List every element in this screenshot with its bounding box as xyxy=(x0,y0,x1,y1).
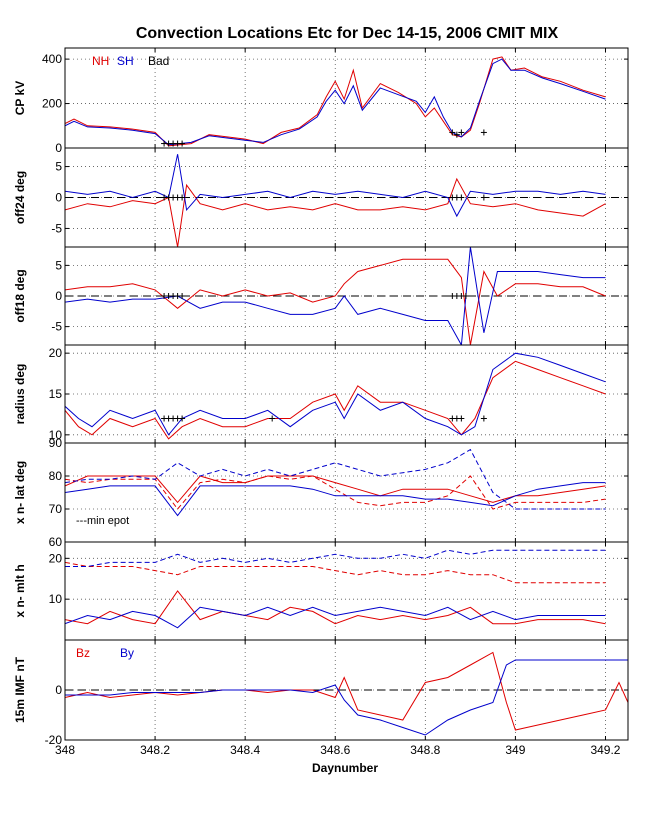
y-axis-label: x n- mlt h xyxy=(13,564,27,617)
y-tick-label: 0 xyxy=(55,141,62,155)
bad-marker xyxy=(480,415,487,422)
series-sh-min-line xyxy=(65,549,606,567)
bad-marker xyxy=(458,129,465,136)
series-by-line xyxy=(65,659,628,736)
y-tick-label: 20 xyxy=(49,346,63,360)
y-axis-label: off18 deg xyxy=(13,269,27,322)
axes-frame xyxy=(64,442,629,543)
y-axis-label: CP kV xyxy=(13,81,27,115)
y-tick-label: 15 xyxy=(49,387,63,401)
bad-marker xyxy=(480,194,487,201)
series-nh-line xyxy=(65,56,606,147)
y-tick-label: 70 xyxy=(49,502,63,516)
bad-marker xyxy=(458,194,465,201)
y-axis-label: 15m IMF nT xyxy=(13,656,27,723)
series-sh-max-line xyxy=(65,482,606,517)
figure-title: Convection Locations Etc for Dec 14-15, … xyxy=(136,25,559,42)
x-tick-label: 348.6 xyxy=(320,743,350,757)
y-tick-label: 60 xyxy=(49,535,63,549)
y-tick-label: 0 xyxy=(55,683,62,697)
series-nh-max-line xyxy=(65,590,606,625)
y-tick-label: 5 xyxy=(55,258,62,272)
series-sh-line xyxy=(65,154,606,218)
x-tick-label: 348 xyxy=(55,743,75,757)
series-nh-line xyxy=(65,177,606,247)
panel-imf: 348 348.2 348.4 348.6 348.8 349 349.2 -20 0 15m I… xyxy=(13,639,629,757)
series-sh-line xyxy=(65,247,606,345)
y-tick-label: 400 xyxy=(42,52,62,66)
x-tick-label: 348.8 xyxy=(410,743,440,757)
legend-bz: Bz xyxy=(76,646,90,660)
x-axis-label: Daynumber xyxy=(312,761,378,775)
y-tick-label: 0 xyxy=(55,289,62,303)
bad-marker xyxy=(179,194,186,201)
panel-radius: 10 15 20 radius deg xyxy=(13,344,629,444)
x-tick-label: 348.2 xyxy=(140,743,170,757)
series-nh-min-line xyxy=(65,561,606,584)
x-tick-label: 348.4 xyxy=(230,743,260,757)
y-tick-label: -5 xyxy=(51,320,62,334)
series-sh-max-line xyxy=(65,606,606,629)
axes-frame xyxy=(64,541,629,641)
series-sh-line xyxy=(65,58,606,146)
series-nh-line xyxy=(65,258,606,345)
bad-marker xyxy=(480,129,487,136)
axes-frame xyxy=(64,639,629,741)
y-tick-label: 10 xyxy=(49,428,63,442)
panel-mlt: 10 20 x n- mlt h xyxy=(13,541,629,641)
bad-marker xyxy=(449,129,456,136)
bad-marker xyxy=(269,415,276,422)
panel-lat: 60 70 80 90 x n- lat deg ---min epot xyxy=(13,436,629,549)
legend-by: By xyxy=(120,646,134,660)
series-nh-line xyxy=(65,360,606,440)
y-tick-label: 90 xyxy=(49,436,63,450)
y-tick-label: 20 xyxy=(49,551,63,565)
bad-marker xyxy=(179,415,186,422)
y-tick-label: 0 xyxy=(55,191,62,205)
y-tick-label: 200 xyxy=(42,97,62,111)
panel-off18: -5 0 5 off18 deg xyxy=(13,246,629,346)
bad-marker xyxy=(453,131,460,138)
bad-marker xyxy=(462,293,469,299)
min-epot-annotation: ---min epot xyxy=(76,515,129,527)
y-tick-label: 5 xyxy=(55,160,62,174)
series-nh-min-line xyxy=(65,475,606,510)
series-sh-min-line xyxy=(65,448,606,510)
y-tick-label: 10 xyxy=(49,592,63,606)
y-axis-label: radius deg xyxy=(13,364,27,425)
legend-sh: SH xyxy=(117,54,134,68)
legend-nh: NH xyxy=(92,54,109,68)
legend-bad: Bad xyxy=(148,54,169,68)
panel-off24: -5 0 5 off24 deg xyxy=(13,147,629,248)
bad-marker xyxy=(179,293,186,299)
x-tick-label: 349.2 xyxy=(590,743,620,757)
y-tick-label: 80 xyxy=(49,469,63,483)
y-axis-label: x n- lat deg xyxy=(13,461,27,524)
series-sh-line xyxy=(65,352,606,436)
y-tick-label: -20 xyxy=(45,733,63,747)
series-bz-line xyxy=(65,651,628,731)
bad-marker xyxy=(458,415,465,422)
bad-marker xyxy=(179,140,186,147)
panel-cp: 0 200 400 CP kV NH SH Bad xyxy=(13,47,629,155)
y-tick-label: -5 xyxy=(51,221,62,235)
x-tick-label: 349 xyxy=(505,743,525,757)
y-axis-label: off24 deg xyxy=(13,171,27,224)
